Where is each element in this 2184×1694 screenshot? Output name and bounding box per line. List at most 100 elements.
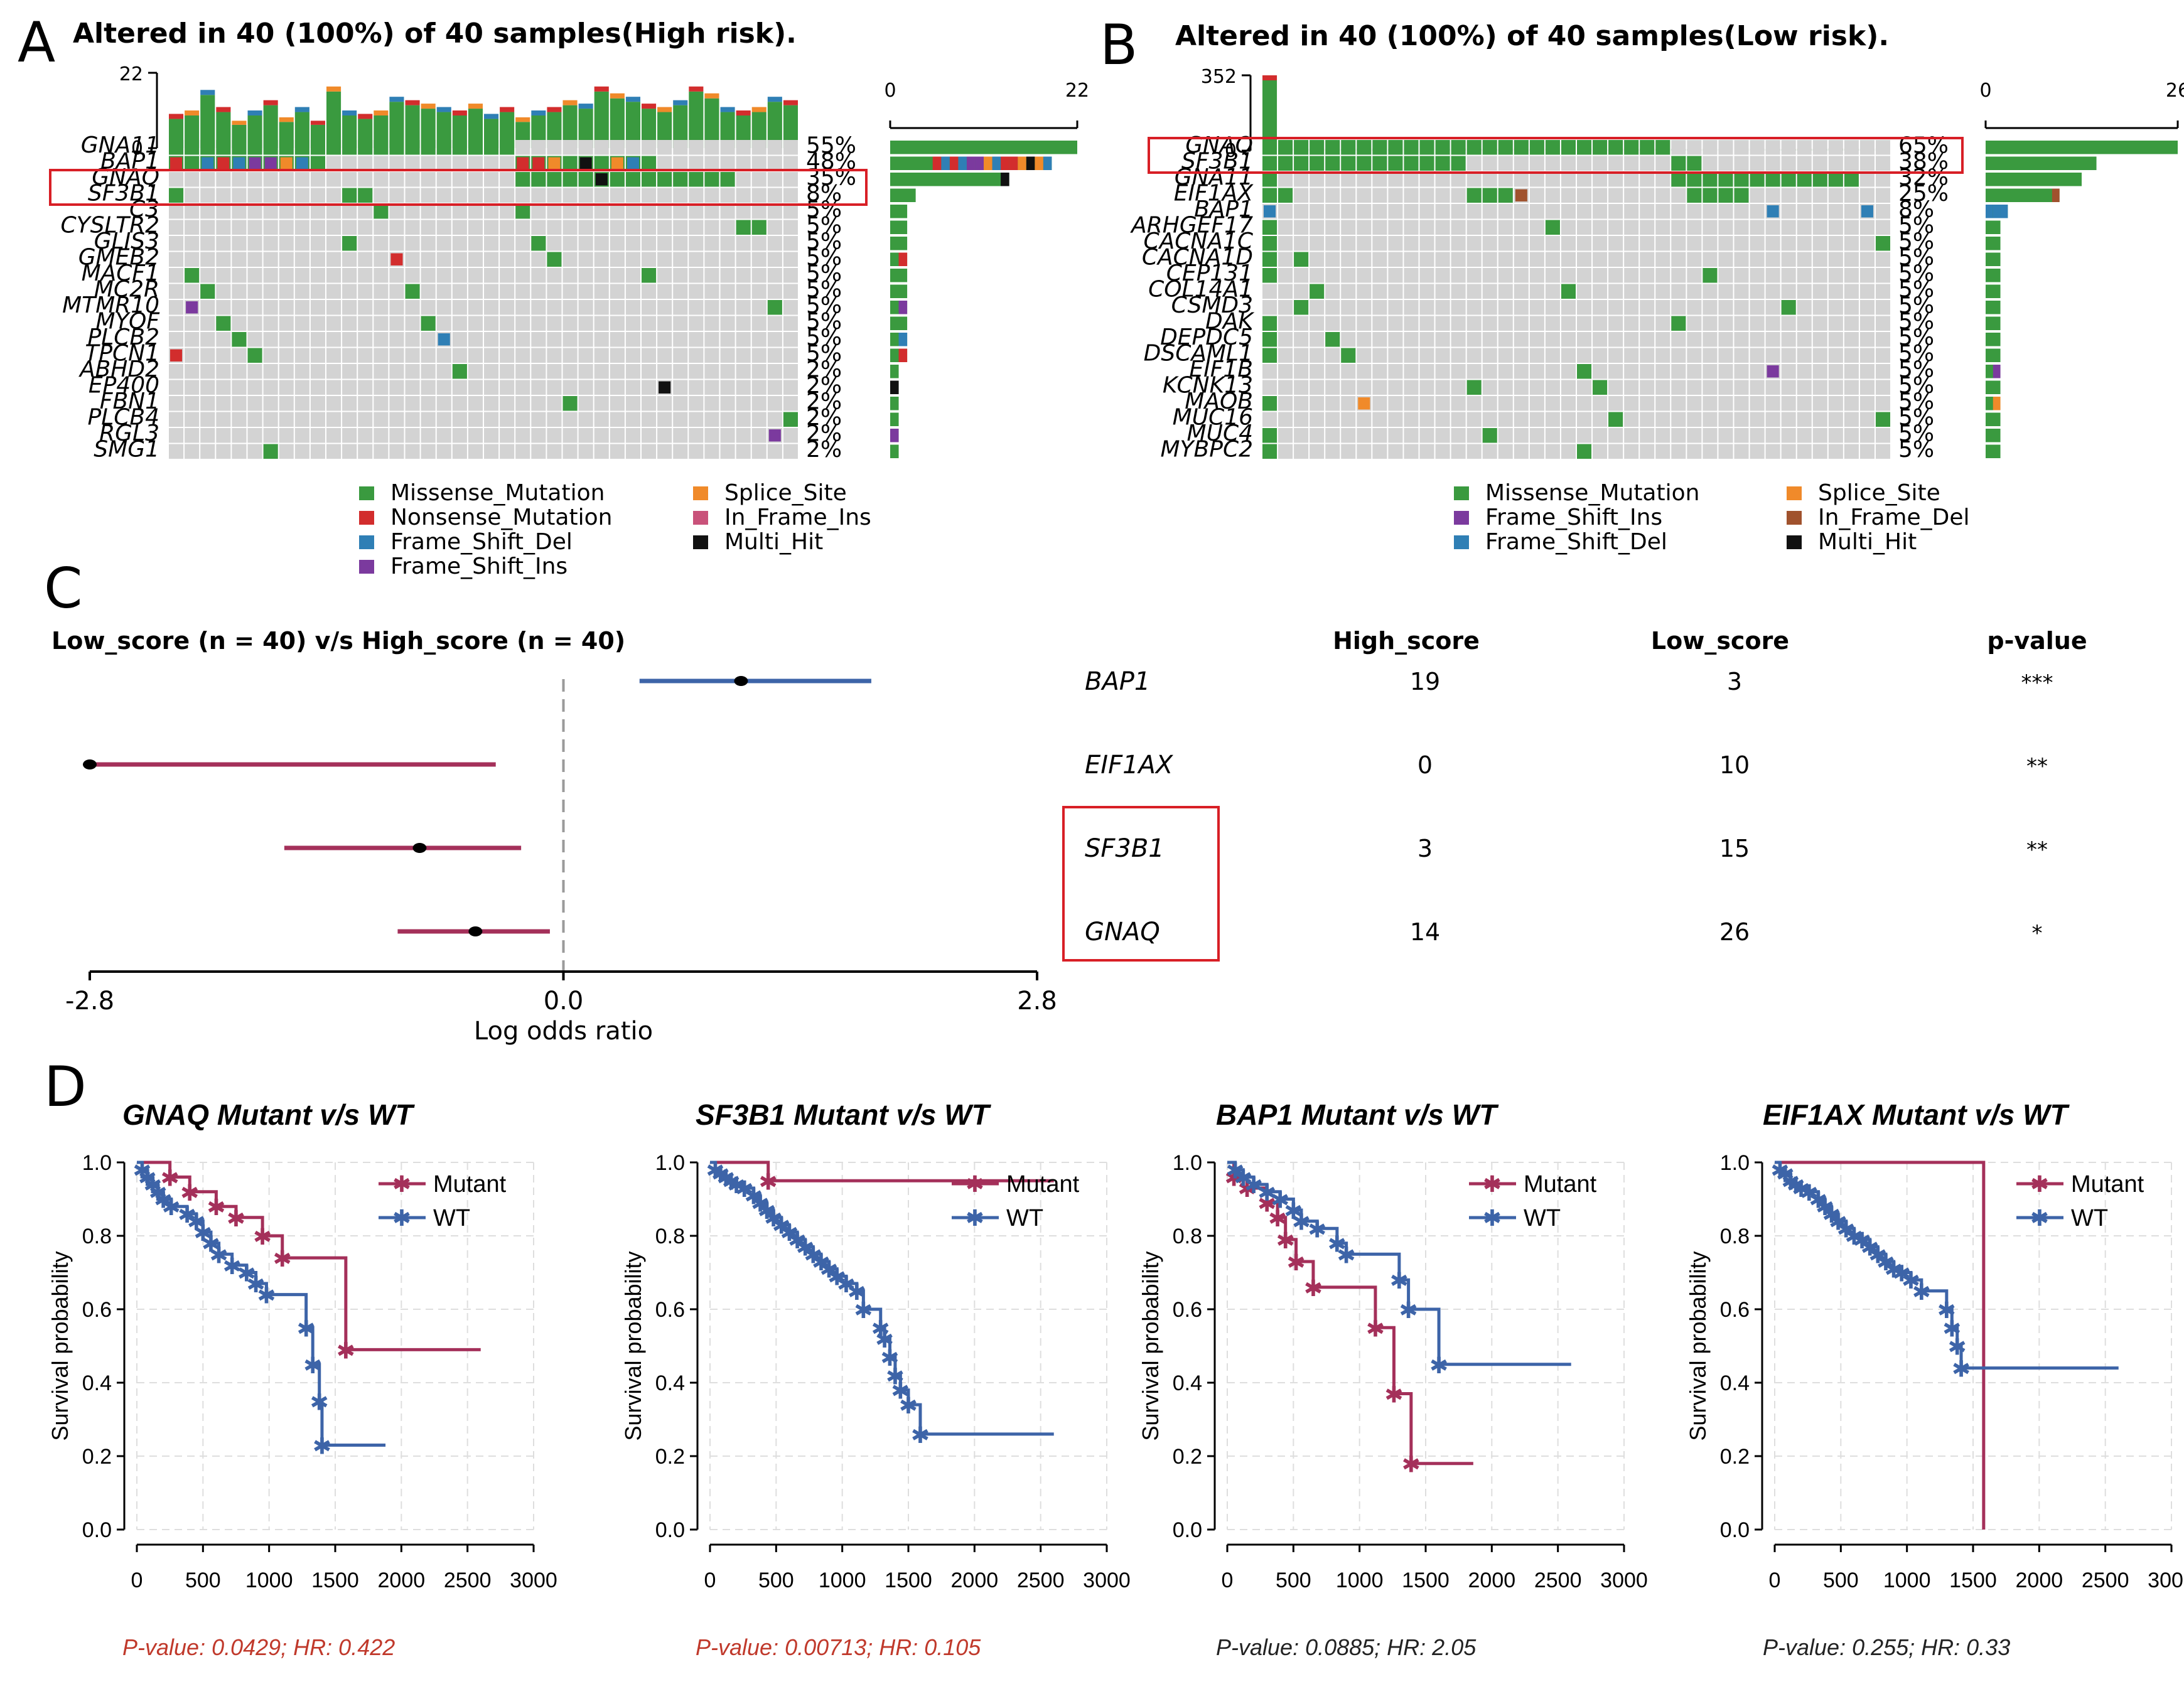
grid-cell	[1671, 428, 1686, 443]
grid-cell	[484, 412, 499, 427]
grid-cell	[310, 348, 325, 363]
grid-cell	[342, 316, 357, 331]
grid-cell	[169, 220, 184, 235]
grid-cell	[1466, 364, 1482, 379]
grid-cell	[374, 220, 389, 235]
grid-cell	[1561, 252, 1576, 267]
grid-cell	[1388, 396, 1403, 411]
tmb-bar	[673, 105, 688, 148]
gene-count-bar-segment	[2000, 205, 2008, 218]
gene-percent: 2%	[806, 389, 842, 415]
gene-count-bar-segment	[1026, 156, 1035, 170]
grid-cell	[1875, 172, 1890, 187]
grid-cell	[1655, 172, 1670, 187]
grid-cell	[374, 236, 389, 251]
censor-mark: ✱	[1937, 1297, 1956, 1323]
grid-cell	[767, 268, 782, 283]
grid-cell	[515, 316, 530, 331]
grid-cell	[1812, 252, 1827, 267]
grid-cell	[531, 284, 546, 299]
grid-cell	[200, 172, 215, 187]
gene-count-bar-segment	[1043, 156, 1052, 170]
gene-count-bar	[890, 316, 908, 330]
grid-cell	[1765, 396, 1780, 411]
grid-cell	[515, 252, 530, 267]
grid-cell	[1750, 268, 1765, 283]
grid-cell	[642, 332, 657, 347]
grid-cell	[1812, 300, 1827, 315]
grid-cell	[1671, 444, 1686, 459]
y-tick-label: 0.4	[82, 1371, 112, 1395]
grid-cell	[594, 348, 609, 363]
grid-cell	[1655, 156, 1670, 171]
highlight-box	[1062, 806, 1220, 962]
grid-cell	[1404, 316, 1419, 331]
grid-cell	[1734, 348, 1749, 363]
p-value-label: P-value: 0.0429; HR: 0.422	[122, 1634, 395, 1660]
grid-cell	[531, 412, 546, 427]
grid-cell	[1577, 268, 1592, 283]
grid-cell	[1765, 428, 1780, 443]
x-tick-label: 500	[1276, 1568, 1311, 1592]
grid-cell	[1734, 284, 1749, 299]
grid-cell	[610, 188, 625, 203]
grid-cell	[374, 252, 389, 267]
grid-cell	[1640, 252, 1655, 267]
mutation-cell	[642, 172, 657, 187]
grid-cell	[1797, 332, 1812, 347]
grid-cell	[1765, 300, 1780, 315]
grid-cell	[657, 268, 672, 283]
grid-cell	[436, 364, 451, 379]
grid-cell	[294, 380, 309, 395]
grid-cell	[1498, 300, 1513, 315]
grid-cell	[263, 300, 278, 315]
grid-cell	[1593, 284, 1608, 299]
grid-cell	[200, 300, 215, 315]
legend-marker: ✱	[392, 1205, 411, 1231]
gene-percent: 2%	[806, 405, 842, 431]
grid-cell	[247, 220, 262, 235]
grid-cell	[1608, 380, 1623, 395]
grid-cell	[1750, 380, 1765, 395]
grid-cell	[720, 332, 735, 347]
grid-cell	[1388, 332, 1403, 347]
legend-label: Frame_Shift_Del	[1485, 529, 1667, 555]
mutation-cell	[389, 140, 404, 155]
grid-cell	[689, 428, 704, 443]
grid-cell	[1875, 396, 1890, 411]
grid-cell	[1545, 348, 1560, 363]
grid-cell	[1325, 220, 1340, 235]
grid-cell	[452, 172, 467, 187]
censor-mark: ✱	[837, 1272, 856, 1297]
grid-cell	[1357, 444, 1372, 459]
grid-cell	[1718, 220, 1733, 235]
grid-cell	[578, 444, 593, 459]
grid-cell	[1325, 364, 1340, 379]
grid-cell	[500, 252, 515, 267]
grid-cell	[673, 140, 688, 155]
censor-mark: ✱	[1292, 1209, 1311, 1235]
grid-cell	[1703, 364, 1718, 379]
grid-cell	[657, 300, 672, 315]
grid-cell	[1671, 268, 1686, 283]
grid-cell	[294, 396, 309, 411]
grid-cell	[263, 172, 278, 187]
censor-mark: ✱	[313, 1433, 331, 1459]
grid-cell	[594, 252, 609, 267]
grid-cell	[263, 332, 278, 347]
mutation-cell	[1767, 365, 1779, 378]
grid-cell	[200, 412, 215, 427]
grid-cell	[751, 268, 767, 283]
censor-mark: ✱	[1781, 1169, 1800, 1194]
censor-mark: ✱	[1390, 1268, 1409, 1294]
censor-mark: ✱	[1276, 1228, 1295, 1253]
mutation-cell	[594, 156, 609, 171]
grid-cell	[1718, 156, 1733, 171]
grid-cell	[1498, 268, 1513, 283]
grid-cell	[342, 300, 357, 315]
grid-cell	[1341, 268, 1356, 283]
grid-cell	[326, 380, 342, 395]
grid-cell	[389, 188, 404, 203]
mutation-cell	[531, 172, 546, 187]
gene-percent: 5%	[1898, 437, 1934, 463]
